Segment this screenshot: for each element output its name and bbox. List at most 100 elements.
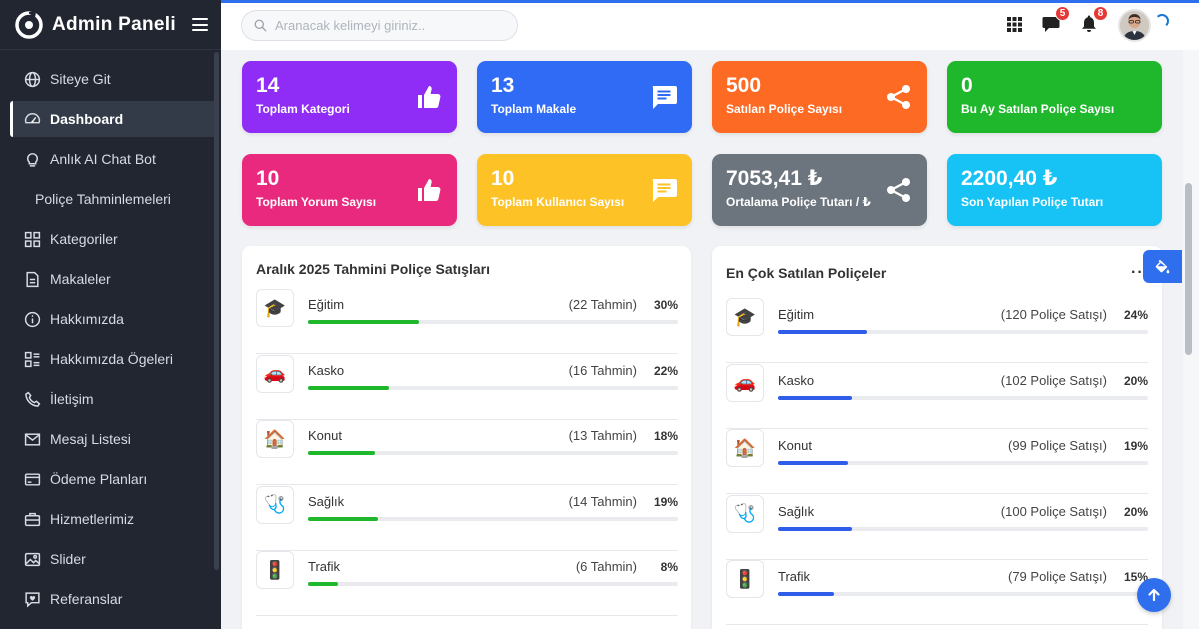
- scroll-top-button[interactable]: [1137, 578, 1171, 612]
- info-icon: [24, 311, 41, 327]
- envelope-icon: [24, 432, 41, 446]
- stat-card[interactable]: 2200,40 ₺ Son Yapılan Poliçe Tutarı: [947, 154, 1162, 226]
- share-icon: [887, 85, 910, 109]
- stat-label: Toplam Kategori: [256, 102, 350, 116]
- main-scrollbar-thumb[interactable]: [1185, 183, 1192, 355]
- row-name: Eğitim: [308, 297, 345, 312]
- stat-card[interactable]: 7053,41 ₺ Ortalama Poliçe Tutarı / ₺: [712, 154, 927, 226]
- progress-fill: [778, 330, 867, 334]
- user-avatar[interactable]: [1118, 9, 1151, 42]
- stat-card[interactable]: 500 Satılan Poliçe Sayısı: [712, 61, 927, 133]
- house-icon: 🏠: [256, 420, 294, 458]
- sidebar-item-label: Siteye Git: [50, 71, 111, 87]
- stat-card[interactable]: 14 Toplam Kategori: [242, 61, 457, 133]
- brand: Admin Paneli: [0, 0, 221, 50]
- row-count: (14 Tahmin): [568, 493, 637, 509]
- stat-label: Toplam Kullanıcı Sayısı: [491, 195, 625, 209]
- lightbulb-icon: [27, 152, 38, 167]
- sidebar-item-i-leti-im[interactable]: İletişim: [10, 381, 214, 417]
- notifications-badge: 8: [1093, 6, 1108, 21]
- sidebar-item-hizmetlerimiz[interactable]: Hizmetlerimiz: [10, 501, 214, 537]
- sidebar-item-label: Anlık AI Chat Bot: [50, 151, 156, 167]
- sidebar-item-makaleler[interactable]: Makaleler: [10, 261, 214, 297]
- row-name: Eğitim: [778, 307, 815, 322]
- sidebar-item-siteye-git[interactable]: Siteye Git: [10, 61, 214, 97]
- stethoscope-icon: 🩺: [726, 494, 764, 533]
- sidebar-item-label: Kategoriler: [50, 231, 118, 247]
- sidebar-item-kategoriler[interactable]: Kategoriler: [10, 221, 214, 257]
- sidebar-item-poli-e-tahminlemeleri[interactable]: Poliçe Tahminlemeleri: [10, 181, 214, 217]
- stat-value: 2200,40 ₺: [961, 167, 1058, 190]
- car-icon: 🚗: [726, 363, 764, 402]
- row-count: (100 Poliçe Satışı): [1000, 503, 1107, 519]
- sidebar-item-dashboard[interactable]: Dashboard: [10, 101, 214, 137]
- row-name: Kasko: [308, 362, 345, 378]
- row-count: (120 Poliçe Satışı): [1000, 307, 1107, 322]
- stethoscope-icon: 🩺: [256, 485, 294, 524]
- sidebar-item--deme-planlar-[interactable]: Ödeme Planları: [10, 461, 214, 497]
- row-percent: 20%: [1123, 373, 1148, 388]
- sidebar: Admin Paneli Siteye Git Dashboard Anlık AI…: [0, 0, 221, 629]
- stat-value: 13: [491, 74, 515, 97]
- progress-track: [778, 461, 1148, 465]
- bestsellers-title: En Çok Satılan Poliçeler: [726, 265, 887, 281]
- sidebar-item-label: Hizmetlerimiz: [50, 511, 134, 527]
- menu-toggle-icon[interactable]: [191, 18, 208, 31]
- bell-icon: [1082, 15, 1096, 32]
- sidebar-item-hakk-m-zda[interactable]: Hakkımızda: [10, 301, 214, 337]
- stat-card[interactable]: 13 Toplam Makale: [477, 61, 692, 133]
- stat-value: 10: [491, 167, 515, 190]
- sidebar-item-hakk-m-zda-geleri[interactable]: Hakkımızda Ögeleri: [10, 341, 214, 377]
- sidebar-item-mesaj-listesi[interactable]: Mesaj Listesi: [10, 421, 214, 457]
- notifications-button[interactable]: 8: [1078, 6, 1108, 35]
- progress-fill: [778, 526, 852, 531]
- progress-track: [308, 451, 678, 455]
- row-count: (102 Poliçe Satışı): [1000, 372, 1107, 388]
- graduation-cap-icon: 🎓: [256, 289, 294, 327]
- progress-track: [308, 320, 678, 324]
- sidebar-item-slider[interactable]: Slider: [10, 541, 214, 577]
- stat-value: 500: [726, 74, 762, 97]
- document-icon: [26, 271, 39, 287]
- arrow-up-icon: [1148, 588, 1160, 602]
- row-count: (99 Poliçe Satışı): [1008, 438, 1107, 453]
- list-item: 🏠 Konut (13 Tahmin) 18%: [256, 419, 678, 485]
- row-count: (22 Tahmin): [568, 297, 637, 312]
- speedometer-icon: [24, 112, 41, 123]
- sidebar-item-label: Hakkımızda Ögeleri: [50, 351, 173, 367]
- progress-fill: [778, 461, 849, 465]
- row-percent: 19%: [1123, 439, 1148, 453]
- stat-card[interactable]: 10 Toplam Yorum Sayısı: [242, 154, 457, 226]
- messages-badge: 5: [1055, 6, 1070, 21]
- stat-card[interactable]: 0 Bu Ay Satılan Poliçe Sayısı: [947, 61, 1162, 133]
- image-icon: [24, 552, 41, 566]
- row-percent: 30%: [653, 298, 678, 312]
- forecast-title: Aralık 2025 Tahmini Poliçe Satışları: [256, 261, 490, 277]
- credit-card-icon: [24, 472, 41, 486]
- list-item: 🩺 Sağlık (100 Poliçe Satışı) 20%: [726, 494, 1148, 560]
- message-icon: [652, 86, 677, 109]
- traffic-light-icon: 🚦: [726, 560, 764, 598]
- search-input[interactable]: [275, 18, 505, 33]
- search-box: [241, 10, 518, 41]
- stat-card[interactable]: 10 Toplam Kullanıcı Sayısı: [477, 154, 692, 226]
- progress-track: [308, 516, 678, 521]
- messages-button[interactable]: 5: [1040, 6, 1070, 35]
- share-icon: [887, 178, 910, 202]
- more-options-icon[interactable]: ··: [1131, 264, 1144, 281]
- row-count: (6 Tahmin): [575, 559, 637, 574]
- stat-value: 10: [256, 167, 280, 190]
- sidebar-scrollbar[interactable]: [214, 52, 219, 570]
- sidebar-item-referanslar[interactable]: Referanslar: [10, 581, 214, 617]
- row-name: Sağlık: [778, 503, 815, 519]
- row-percent: 15%: [1123, 570, 1148, 584]
- apps-grid-icon[interactable]: [1003, 13, 1025, 35]
- sidebar-item-label: Mesaj Listesi: [50, 431, 131, 447]
- sidebar-nav: Siteye Git Dashboard Anlık AI Chat Bot Poli…: [0, 61, 214, 621]
- search-icon: [254, 19, 267, 32]
- sidebar-item-label: Referanslar: [50, 591, 123, 607]
- stat-label: Satılan Poliçe Sayısı: [726, 102, 843, 116]
- sidebar-item-anl-k-ai-chat-bot[interactable]: Anlık AI Chat Bot: [10, 141, 214, 177]
- theme-customizer-button[interactable]: [1143, 250, 1182, 283]
- brand-title: Admin Paneli: [52, 13, 176, 35]
